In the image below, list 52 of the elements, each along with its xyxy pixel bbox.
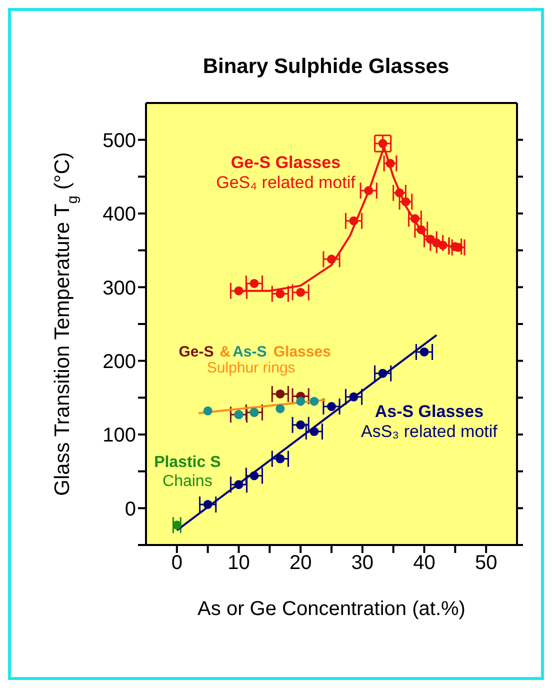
x-axis-title: As or Ge Concentration (at.%) <box>198 598 466 620</box>
point <box>172 520 182 530</box>
point <box>276 454 285 464</box>
point <box>234 286 244 296</box>
y-tick-label: 500 <box>102 130 136 152</box>
point <box>327 402 336 412</box>
point <box>310 427 319 436</box>
annotation: As-S <box>232 344 267 361</box>
point <box>296 288 306 297</box>
y-tick-label: 300 <box>102 277 136 300</box>
x-tick-label: 10 <box>228 552 250 574</box>
annotation: Glasses <box>273 344 331 361</box>
y-tick-label: 100 <box>102 424 136 447</box>
y-tick-label: 0 <box>124 498 136 520</box>
point <box>203 406 212 416</box>
point <box>401 197 410 206</box>
annotation: Ge-S Glasses <box>230 152 341 172</box>
annotation: GeS₄ related motif <box>216 172 356 192</box>
point <box>276 389 285 398</box>
point <box>378 368 388 378</box>
x-tick-label: 50 <box>474 552 498 574</box>
point <box>420 347 429 356</box>
annotation: Ge-S <box>178 344 214 361</box>
x-tick-label: 0 <box>171 552 182 574</box>
annotation: As-S Glasses <box>374 402 484 421</box>
point <box>327 254 336 264</box>
annotation: Sulphur rings <box>206 360 296 377</box>
point <box>296 396 306 406</box>
annotation: Chains <box>162 473 212 490</box>
point <box>410 214 420 224</box>
point <box>310 396 319 406</box>
y-tick-label: 400 <box>102 204 136 226</box>
point <box>250 278 259 288</box>
annotation: & <box>220 344 231 361</box>
point <box>234 480 244 490</box>
point <box>349 216 358 226</box>
point <box>250 471 259 480</box>
y-tick-label: 200 <box>102 350 136 373</box>
point <box>349 392 358 402</box>
point <box>296 420 306 430</box>
point <box>203 500 212 509</box>
annotation: AsS₃ related motif <box>361 422 498 441</box>
x-tick-label: 20 <box>289 552 312 574</box>
x-tick-label: 40 <box>413 552 436 574</box>
annotation: Plastic S <box>154 454 222 472</box>
point <box>395 188 404 198</box>
chart-title: Binary Sulphide Glasses <box>202 54 450 80</box>
point <box>276 289 285 298</box>
x-tick-label: 30 <box>351 552 374 574</box>
point <box>276 404 285 414</box>
point <box>364 186 374 196</box>
point <box>386 158 395 168</box>
